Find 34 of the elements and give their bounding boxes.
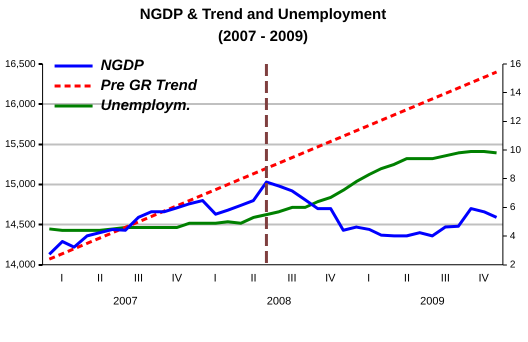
text: II	[404, 272, 410, 284]
text: III	[440, 272, 450, 284]
y2-tick-label: 2	[510, 260, 516, 271]
x-tick-label: 2008	[266, 295, 292, 308]
y2-tick-label: 12	[510, 116, 522, 128]
y2-tick-label: 4	[510, 230, 516, 242]
y-tick-label: 14,500	[4, 219, 36, 230]
legend-label: Pre GR Trend	[100, 77, 198, 94]
chart-title: NGDP & Trend and Unemployment	[140, 6, 386, 24]
chart-subtitle: (2007 - 2009)	[218, 28, 308, 46]
y-tick-label: 14,000	[4, 260, 36, 271]
x-tick-label: 2009	[420, 295, 445, 308]
text: III	[134, 272, 144, 284]
legend-label: NGDP	[100, 57, 145, 74]
text: III	[287, 272, 296, 284]
text: I	[214, 272, 217, 284]
text: I	[367, 272, 370, 284]
text: II	[250, 272, 257, 284]
y2-tick-label: 14	[510, 87, 522, 98]
y-tick-label: 16,500	[4, 58, 36, 70]
text: IV	[172, 272, 183, 284]
text: IV	[478, 272, 490, 284]
y-tick-label: 15,500	[4, 139, 36, 150]
y2-tick-label: 6	[510, 202, 516, 214]
y-tick-label: 16,000	[4, 98, 36, 110]
text: IV	[325, 272, 336, 284]
y2-tick-label: 8	[510, 173, 516, 184]
text: II	[97, 272, 104, 284]
y2-tick-label: 16	[510, 58, 522, 70]
y2-tick-label: 10	[510, 144, 522, 156]
x-tick-label: 2007	[113, 295, 138, 308]
legend-label: Unemploym.	[100, 97, 191, 114]
text: I	[60, 272, 64, 284]
y-tick-label: 15,000	[4, 179, 36, 190]
